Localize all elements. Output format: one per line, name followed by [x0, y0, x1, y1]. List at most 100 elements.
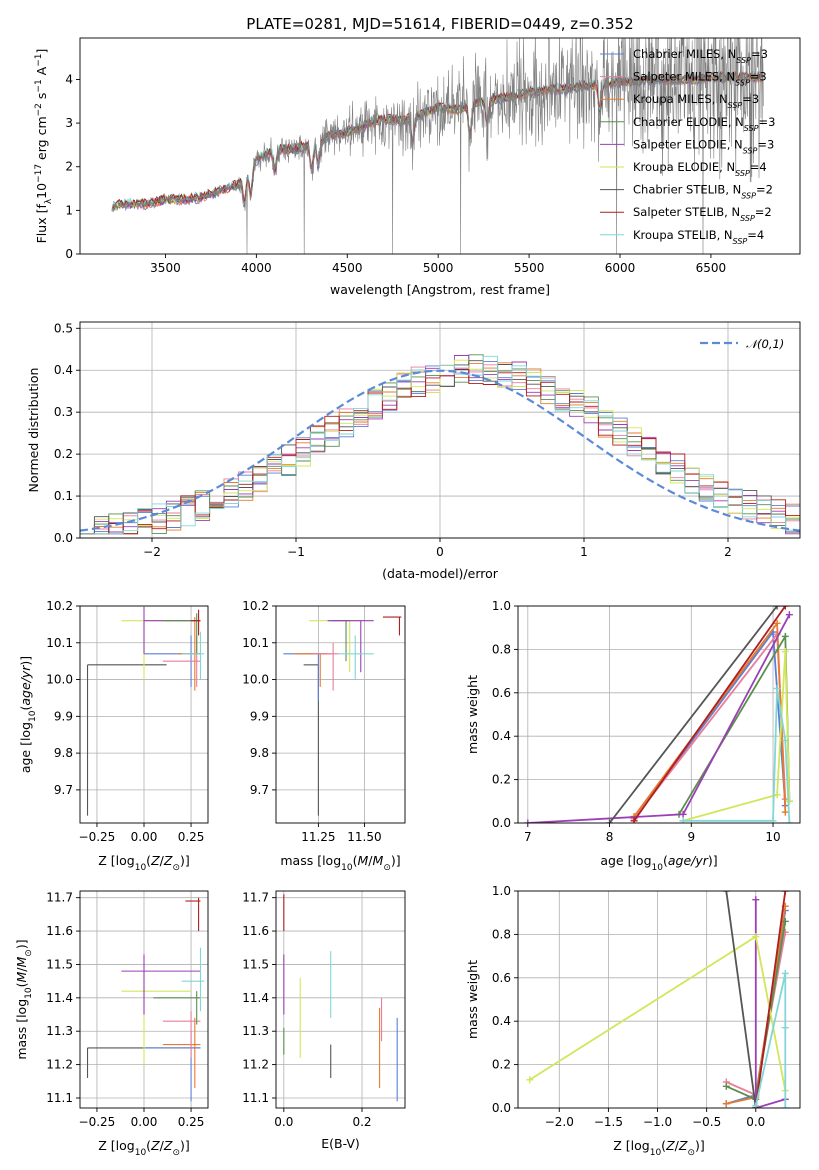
label-part: −2	[34, 103, 44, 116]
label-part: /	[368, 853, 373, 868]
label-part: /	[675, 1138, 680, 1153]
panel-spectrum: 3500 4000 4500 5000 5500 6000 6500 0 1 2 3 4 wavelen…	[34, 37, 801, 297]
legend-nssp: =3	[742, 92, 759, 106]
weight-line-kroupa-stelib	[754, 973, 787, 1108]
figure-title: PLATE=0281, MJD=51614, FIBERID=0449, z=0…	[246, 15, 633, 33]
y-tick-label: 0.8	[492, 927, 511, 941]
label-part: Z [log	[98, 853, 134, 868]
label-part: age [log	[18, 722, 33, 773]
y-tick-label: 10.1	[46, 636, 73, 650]
residual-hist-kroupa-elodie	[80, 359, 800, 535]
weight-lines	[526, 891, 789, 1108]
weight-line-kroupa-elodie	[682, 651, 791, 822]
legend-nssp: =4	[750, 160, 767, 174]
x-tick-label: 2	[724, 545, 732, 559]
mass-ebv-points	[283, 894, 398, 1102]
label-part: (	[146, 1138, 151, 1153]
label-part: −1	[34, 54, 44, 67]
y-tick-label: 0.0	[54, 531, 73, 545]
y-tick-label: 0.4	[492, 1014, 511, 1028]
label-part: (	[661, 1138, 666, 1153]
plot-frame	[517, 605, 801, 824]
weight-line-salpeter-miles	[633, 631, 787, 820]
label-part: age/yr	[668, 853, 709, 868]
label-part: 10	[652, 863, 664, 873]
panel-age-vs-Z: −0.25 0.00 0.25 9.7 9.8 9.9 10.0 10.1 10.2 Z [log…	[18, 599, 209, 873]
y-tick-label: 10.0	[46, 673, 73, 687]
panel-mass-vs-Z: −0.25 0.00 0.25 11.1 11.2 11.3 11.4 11.5 11.6 11.…	[14, 890, 209, 1158]
plot-frame	[275, 605, 406, 824]
x-tick-label: −0.25	[79, 830, 116, 844]
legend-label-salpeter-elodie: Salpeter ELODIE, NSSP=3	[633, 137, 774, 155]
label-part: )]	[708, 853, 718, 868]
x-axis-label: Z [log10(Z/Z⊙)]	[613, 1138, 705, 1158]
weight-line-chabrier-stelib	[725, 891, 757, 1108]
label-part: 10	[135, 1148, 147, 1158]
label-part: −17	[34, 164, 44, 183]
legend-label-salpeter-stelib: Salpeter STELIB, NSSP=2	[633, 205, 772, 223]
legend-label-kroupa-stelib: Kroupa STELIB, NSSP=4	[633, 228, 764, 246]
x-tick-label: 0.00	[131, 1115, 158, 1129]
y-tick-label: 4	[65, 72, 73, 86]
y-axis-label: age [log10(age/yr)]	[18, 656, 38, 773]
x-axis-label: Z [log10(Z/Z⊙)]	[98, 1138, 190, 1158]
legend-model: Chabrier ELODIE, N	[633, 115, 744, 129]
label-part: Z	[150, 853, 160, 868]
label-part: Z	[150, 1138, 160, 1153]
x-tick-label: 5000	[423, 261, 454, 275]
y-tick-label: 0.6	[492, 686, 511, 700]
residual-hist-chabrier-stelib	[80, 360, 800, 535]
x-tick-label: 0.00	[131, 830, 158, 844]
label-part: /	[160, 853, 165, 868]
x-tick-label: 6000	[605, 261, 636, 275]
legend-nssp: =3	[757, 137, 774, 151]
label-part: 10	[24, 987, 34, 999]
label-part: ⊙	[24, 949, 34, 957]
legend-nssp: =3	[759, 115, 776, 129]
mass-Z-points	[86, 897, 205, 1102]
label-part: )]	[180, 1138, 190, 1153]
label-part: 10	[28, 710, 38, 722]
y-tick-label: 0.4	[54, 363, 73, 377]
legend-sub: SSP	[733, 236, 748, 245]
legend-nssp: =3	[750, 70, 767, 84]
age-Z-points	[86, 606, 205, 816]
x-tick-label: 0.25	[178, 830, 205, 844]
x-tick-label: 5500	[514, 261, 545, 275]
x-tick-label: 4500	[332, 261, 363, 275]
label-part: (	[18, 706, 33, 711]
label-part: ⊙	[172, 863, 180, 873]
y-tick-label: 0.8	[492, 642, 511, 656]
y-tick-label: 10.1	[242, 636, 269, 650]
label-part: (	[146, 853, 151, 868]
x-tick-label: 10	[765, 830, 780, 844]
x-tick-label: 1	[580, 545, 588, 559]
x-tick-label: −0.25	[79, 1115, 116, 1129]
label-part: s	[34, 93, 49, 104]
y-tick-label: 0.6	[492, 971, 511, 985]
y-tick-label: 11.2	[242, 1058, 269, 1072]
label-part: 10	[135, 863, 147, 873]
x-tick-label: 7	[524, 830, 532, 844]
y-tick-label: 9.9	[54, 709, 73, 723]
y-tick-label: 1.0	[492, 884, 511, 898]
label-part: )]	[14, 939, 29, 949]
x-tick-label: −0.5	[692, 1115, 721, 1129]
label-part: M	[14, 956, 29, 967]
label-part: 10	[34, 183, 49, 199]
y-tick-label: 0.2	[492, 1058, 511, 1072]
label-part: 10	[650, 1148, 662, 1158]
label-part: /	[160, 1138, 165, 1153]
y-tick-label: 11.6	[242, 924, 269, 938]
legend-model: Kroupa ELODIE, N	[633, 160, 735, 174]
label-part: Z [log	[613, 1138, 649, 1153]
legend-label-chabrier-miles: Chabrier MILES, NSSP=3	[633, 47, 768, 65]
label-part: ⊙	[383, 863, 391, 873]
legend-sub: SSP	[741, 191, 756, 200]
x-tick-label: 9	[687, 830, 695, 844]
x-tick-label: 6500	[696, 261, 727, 275]
legend-sub: SSP	[740, 214, 755, 223]
